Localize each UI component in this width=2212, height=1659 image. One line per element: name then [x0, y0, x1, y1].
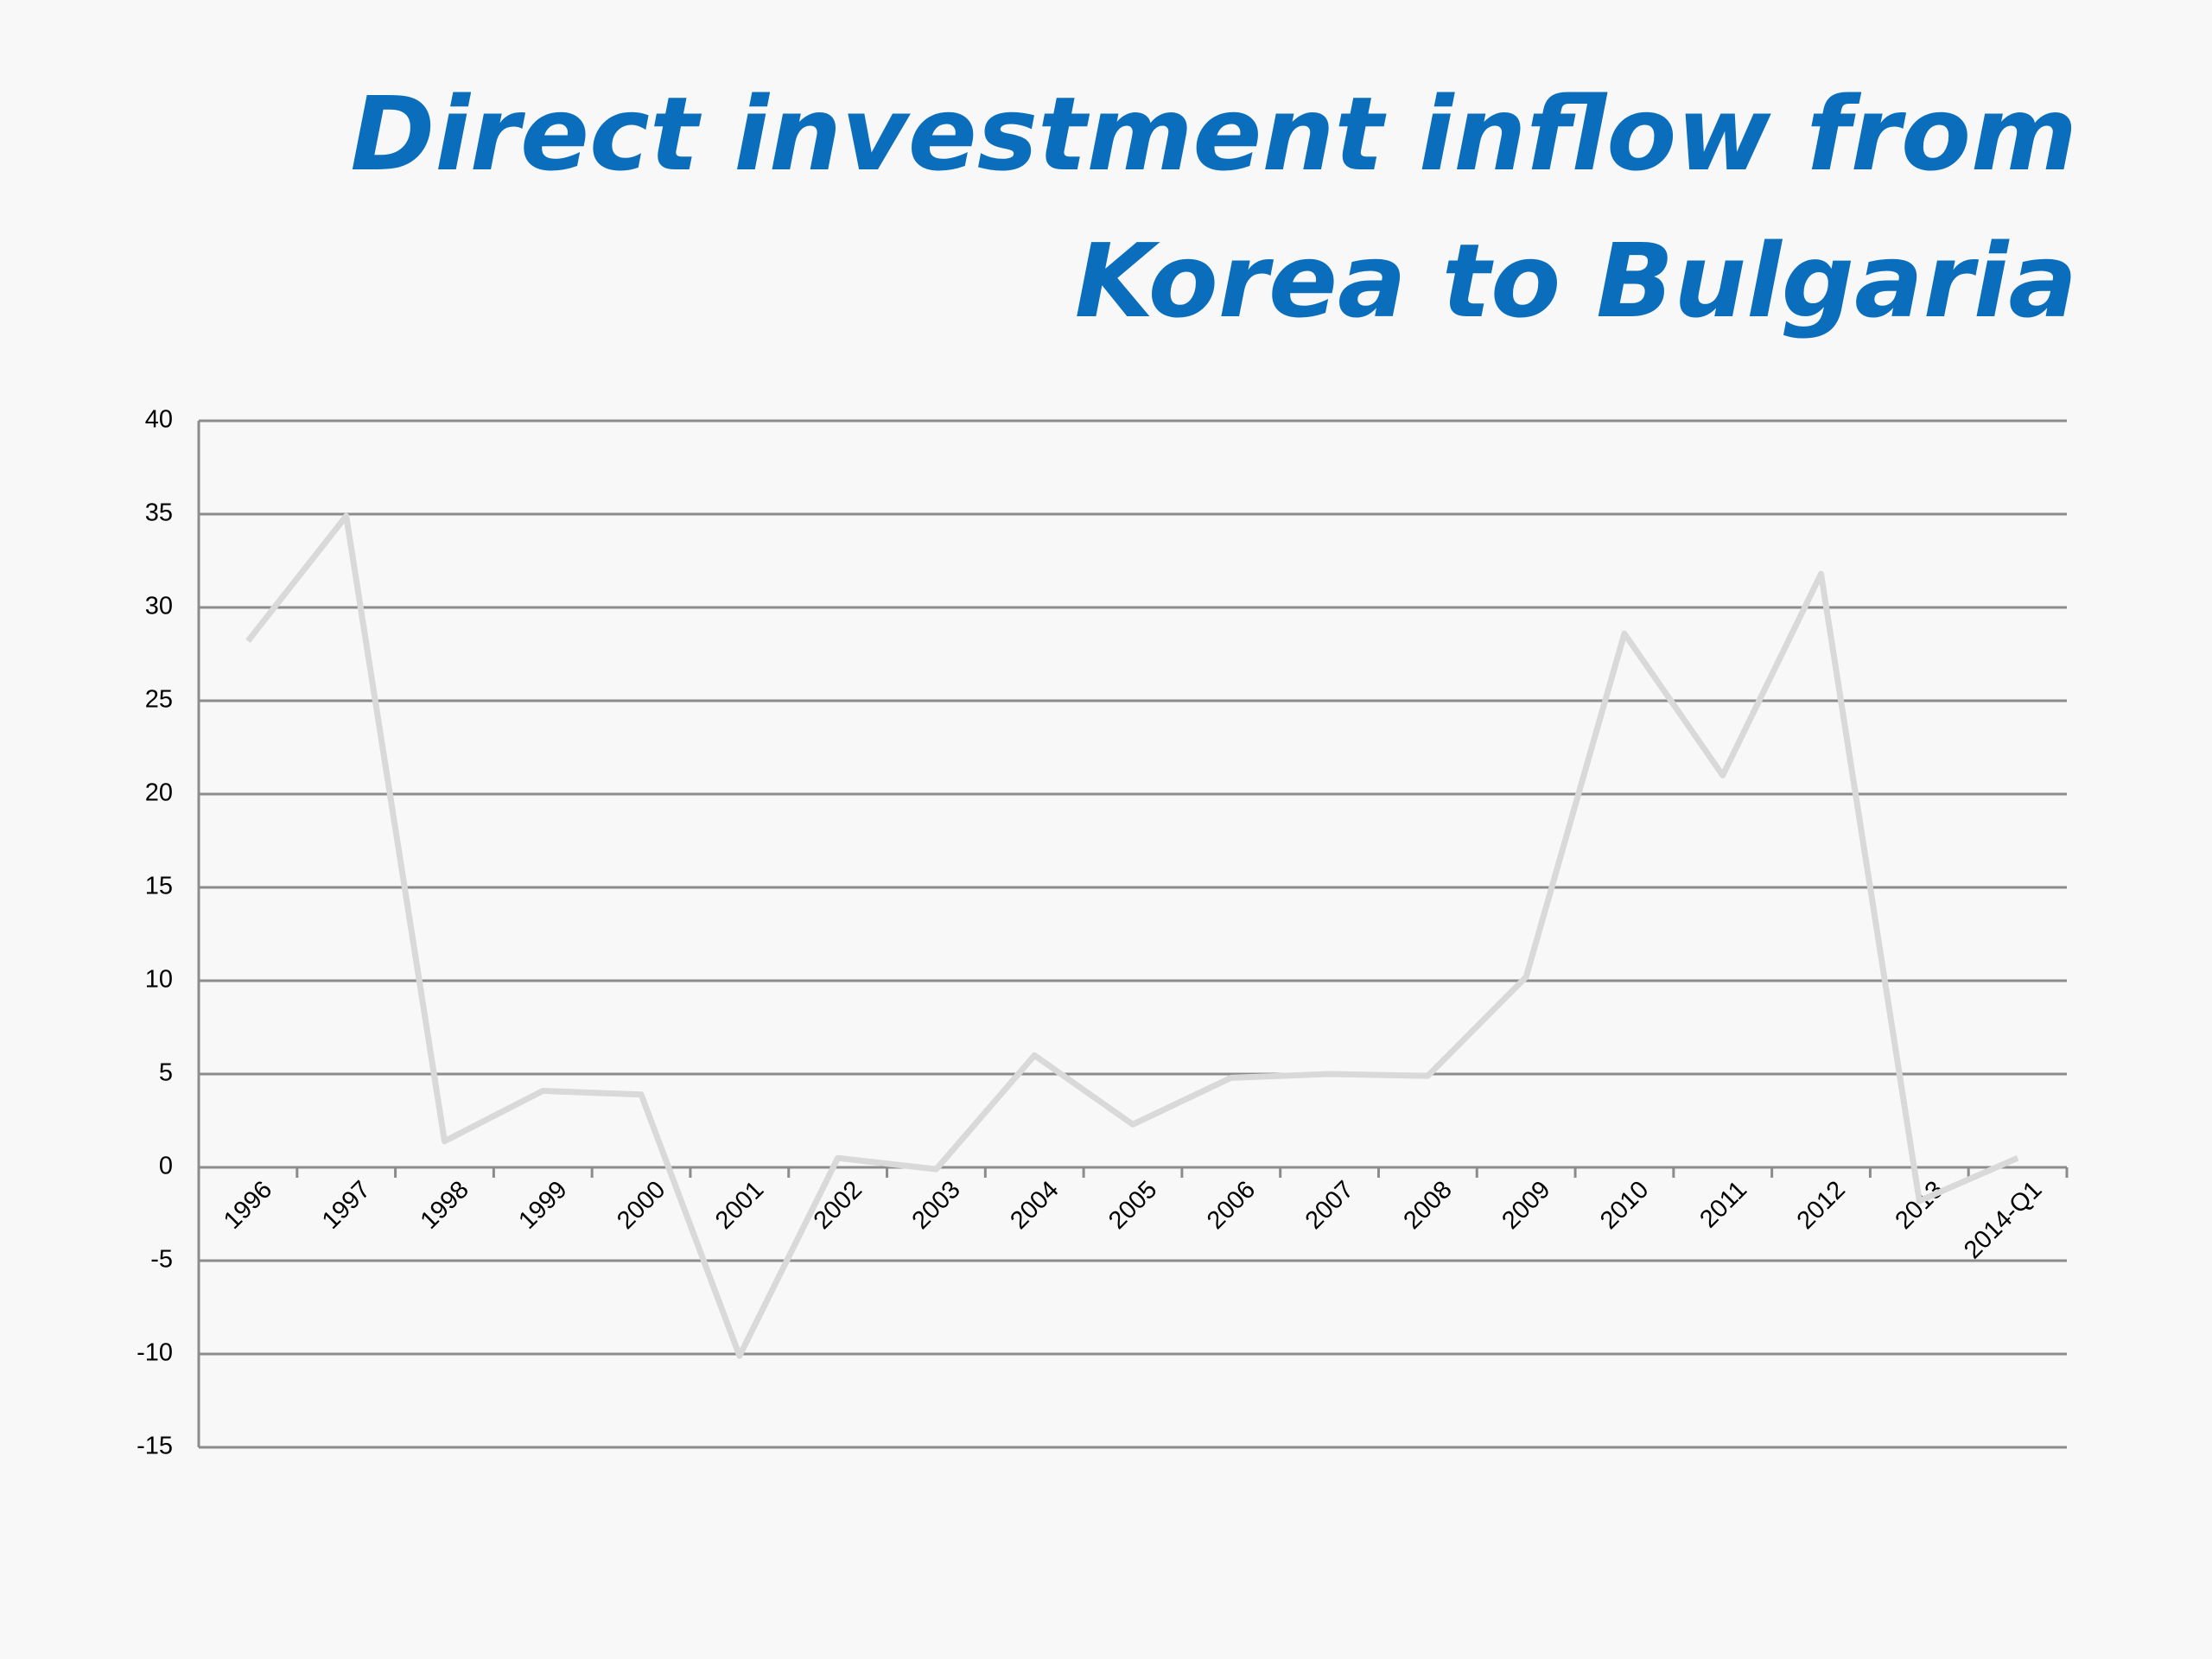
- x-tick-label: 2014-Q1: [1959, 1176, 2047, 1264]
- x-tick-label: 1997: [317, 1176, 376, 1235]
- y-tick-label: -10: [137, 1339, 173, 1367]
- x-tick-label: 2011: [1694, 1176, 1752, 1234]
- x-tick-label: 2006: [1202, 1176, 1261, 1235]
- y-tick-label: 10: [145, 966, 173, 994]
- y-tick-label: 20: [145, 779, 173, 807]
- data-line: [245, 512, 2019, 1359]
- y-tick-label: 5: [159, 1059, 173, 1087]
- x-tick-label: 2004: [1005, 1176, 1064, 1235]
- chart-title: Direct investment inflow from Korea to B…: [350, 74, 2077, 340]
- x-tick-label: 2001: [710, 1176, 769, 1235]
- x-tick-label: 2008: [1398, 1176, 1457, 1235]
- y-tick-label: 15: [145, 873, 173, 900]
- x-tick-label: 2007: [1300, 1176, 1359, 1235]
- x-tick-label: 1998: [416, 1176, 474, 1235]
- y-tick-label: -5: [150, 1246, 173, 1274]
- y-tick-label: 25: [145, 686, 173, 714]
- y-tick-label: 30: [145, 593, 173, 620]
- x-tick-label: 1999: [513, 1176, 572, 1235]
- x-tick-label: 2000: [612, 1176, 671, 1235]
- x-tick-label: 2003: [907, 1176, 966, 1235]
- y-tick-label: 0: [159, 1153, 173, 1180]
- x-tick-label: 1996: [219, 1176, 277, 1235]
- y-tick-label: 35: [145, 499, 173, 527]
- x-tick-label: 2009: [1497, 1176, 1555, 1235]
- x-tick-label: 2012: [1792, 1176, 1851, 1235]
- x-tick-label: 2005: [1103, 1176, 1162, 1235]
- y-tick-label: -15: [137, 1433, 173, 1460]
- y-tick-label: 40: [145, 406, 173, 434]
- x-tick-label: 2010: [1595, 1176, 1654, 1235]
